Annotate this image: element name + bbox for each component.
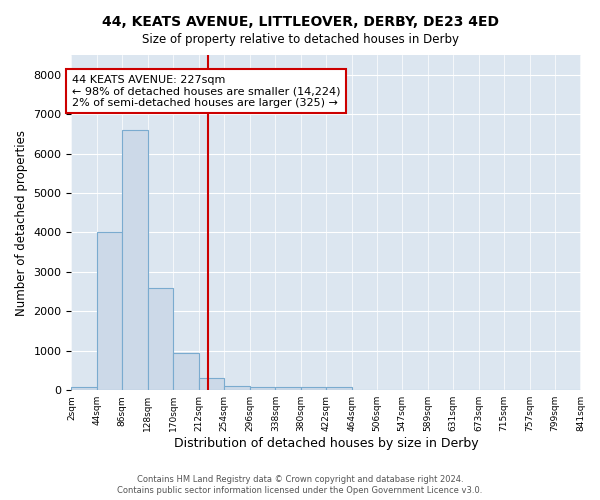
Bar bbox=[301, 388, 326, 390]
Bar bbox=[97, 232, 122, 390]
Bar bbox=[199, 378, 224, 390]
Text: Contains public sector information licensed under the Open Government Licence v3: Contains public sector information licen… bbox=[118, 486, 482, 495]
Text: 44, KEATS AVENUE, LITTLEOVER, DERBY, DE23 4ED: 44, KEATS AVENUE, LITTLEOVER, DERBY, DE2… bbox=[101, 15, 499, 29]
Y-axis label: Number of detached properties: Number of detached properties bbox=[15, 130, 28, 316]
Text: 44 KEATS AVENUE: 227sqm
← 98% of detached houses are smaller (14,224)
2% of semi: 44 KEATS AVENUE: 227sqm ← 98% of detache… bbox=[72, 74, 341, 108]
Bar bbox=[250, 387, 275, 390]
Bar bbox=[326, 387, 352, 390]
Bar bbox=[148, 288, 173, 390]
Bar bbox=[122, 130, 148, 390]
Bar bbox=[224, 386, 250, 390]
Text: Size of property relative to detached houses in Derby: Size of property relative to detached ho… bbox=[142, 32, 458, 46]
X-axis label: Distribution of detached houses by size in Derby: Distribution of detached houses by size … bbox=[173, 437, 478, 450]
Bar bbox=[275, 387, 301, 390]
Bar bbox=[71, 388, 97, 390]
Text: Contains HM Land Registry data © Crown copyright and database right 2024.: Contains HM Land Registry data © Crown c… bbox=[137, 475, 463, 484]
Bar bbox=[173, 352, 199, 390]
